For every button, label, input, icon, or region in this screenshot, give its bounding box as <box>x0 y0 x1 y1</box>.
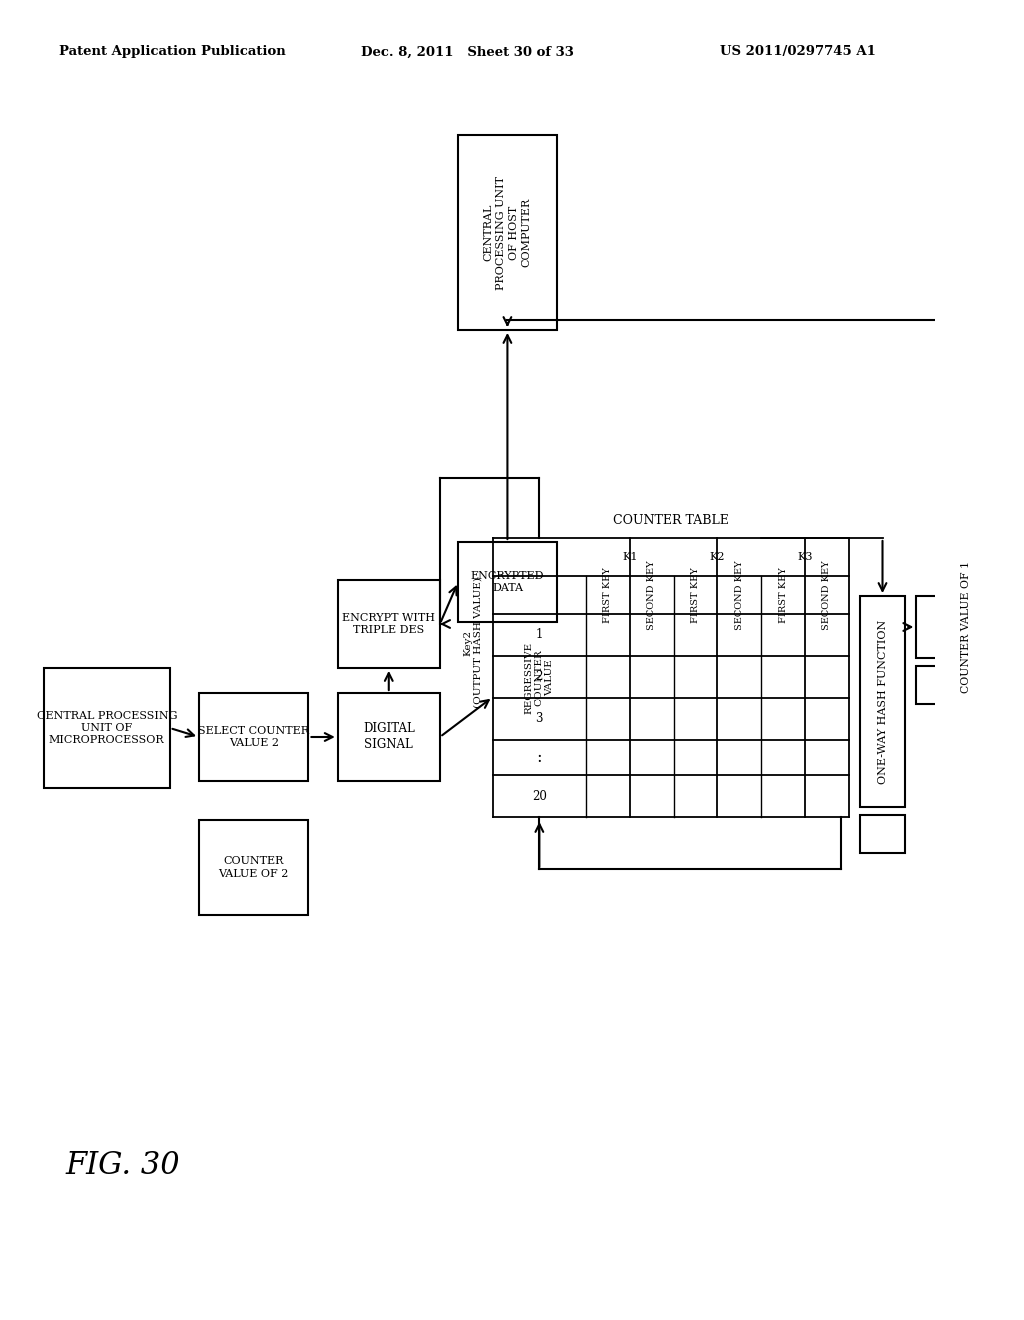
Text: ENCRYPT WITH
TRIPLE DES: ENCRYPT WITH TRIPLE DES <box>342 612 435 635</box>
Text: K2: K2 <box>710 552 725 562</box>
Text: REGRESSIVE
COUNTER
VALUE: REGRESSIVE COUNTER VALUE <box>524 642 554 714</box>
Text: SECOND KEY: SECOND KEY <box>822 560 831 630</box>
Bar <box>458 135 557 330</box>
Text: 20: 20 <box>531 789 547 803</box>
Text: CENTRAL
PROCESSING UNIT
OF HOST
COMPUTER: CENTRAL PROCESSING UNIT OF HOST COMPUTER <box>483 176 531 289</box>
Text: FIRST KEY: FIRST KEY <box>691 568 700 623</box>
Text: K3: K3 <box>797 552 813 562</box>
Bar <box>860 814 905 853</box>
Text: SELECT COUNTER
VALUE 2: SELECT COUNTER VALUE 2 <box>199 726 309 748</box>
Text: SECOND KEY: SECOND KEY <box>735 560 743 630</box>
Text: FIRST KEY: FIRST KEY <box>603 568 612 623</box>
Text: 2: 2 <box>536 671 543 684</box>
Text: FIG. 30: FIG. 30 <box>66 1150 180 1180</box>
Text: Dec. 8, 2011   Sheet 30 of 33: Dec. 8, 2011 Sheet 30 of 33 <box>360 45 573 58</box>
Text: COUNTER VALUE OF 1: COUNTER VALUE OF 1 <box>961 561 971 693</box>
Text: 1: 1 <box>536 628 543 642</box>
Text: ONE-WAY HASH FUNCTION: ONE-WAY HASH FUNCTION <box>878 619 888 784</box>
Bar <box>44 668 170 788</box>
Bar <box>199 693 308 781</box>
Text: ENCRYPTED
DATA: ENCRYPTED DATA <box>471 570 544 593</box>
Text: DIGITAL
SIGNAL: DIGITAL SIGNAL <box>362 722 415 751</box>
Text: Patent Application Publication: Patent Application Publication <box>59 45 286 58</box>
Text: Key2
(OUTPUT HASH VALUE): Key2 (OUTPUT HASH VALUE) <box>463 578 482 709</box>
Text: CENTRAL PROCESSING
UNIT OF
MICROPROCESSOR: CENTRAL PROCESSING UNIT OF MICROPROCESSO… <box>37 710 177 746</box>
Text: SECOND KEY: SECOND KEY <box>647 560 656 630</box>
Text: 3: 3 <box>536 713 543 726</box>
Text: COUNTER
VALUE OF 2: COUNTER VALUE OF 2 <box>218 857 289 879</box>
Bar <box>860 597 905 807</box>
Text: FIRST KEY: FIRST KEY <box>778 568 787 623</box>
Bar <box>199 820 308 915</box>
Bar <box>916 597 1015 657</box>
Text: US 2011/0297745 A1: US 2011/0297745 A1 <box>720 45 877 58</box>
Text: COUNTER TABLE: COUNTER TABLE <box>612 513 729 527</box>
Bar <box>338 579 440 668</box>
Bar <box>916 667 1024 704</box>
Bar <box>1015 597 1024 657</box>
Text: :: : <box>537 748 542 766</box>
Bar <box>338 693 440 781</box>
Text: K1: K1 <box>622 552 638 562</box>
Bar <box>458 543 557 622</box>
